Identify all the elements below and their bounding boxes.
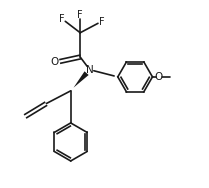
Text: N: N [86,65,94,75]
Text: O: O [155,72,163,82]
Text: F: F [98,17,104,27]
Text: F: F [59,14,65,24]
Text: F: F [77,10,83,20]
Text: O: O [50,57,59,67]
Polygon shape [74,71,89,88]
